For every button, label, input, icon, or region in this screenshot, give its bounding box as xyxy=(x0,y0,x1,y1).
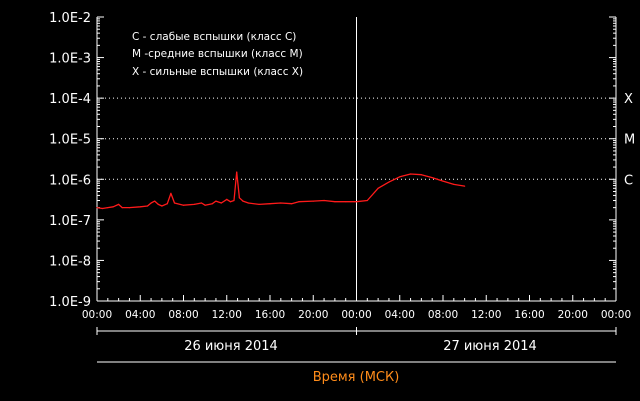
legend: C - слабые вспышки (класс C) M -средние … xyxy=(132,31,303,78)
x-tick-label: 12:00 xyxy=(212,309,242,321)
x-tick-label: 20:00 xyxy=(298,309,328,321)
data-point xyxy=(355,201,358,203)
data-point xyxy=(182,204,185,206)
data-point xyxy=(173,202,176,204)
legend-item-m: M -средние вспышки (класс M) xyxy=(132,48,303,60)
class-label-x: X xyxy=(624,92,633,107)
data-point xyxy=(238,197,240,199)
data-point xyxy=(453,183,455,185)
data-point xyxy=(204,204,206,206)
data-point xyxy=(226,198,228,200)
y-tick-label: 1.0E-8 xyxy=(49,254,91,269)
legend-item-c: C - слабые вспышки (класс C) xyxy=(132,31,296,43)
y-tick-label: 1.0E-5 xyxy=(49,133,91,148)
data-point xyxy=(236,171,238,173)
x-tick-label: 00:00 xyxy=(341,309,371,321)
data-point xyxy=(146,205,149,207)
data-point xyxy=(280,202,282,204)
data-point xyxy=(211,203,213,205)
data-point xyxy=(345,201,347,203)
data-point xyxy=(170,192,172,194)
data-point xyxy=(233,199,235,202)
data-point xyxy=(220,202,222,204)
y-tick-label: 1.0E-9 xyxy=(49,295,91,310)
data-point xyxy=(298,201,300,203)
x-tick-label: 16:00 xyxy=(514,309,544,321)
data-point xyxy=(200,202,203,204)
data-point xyxy=(312,200,314,202)
x-tick-label: 08:00 xyxy=(428,309,458,321)
data-point xyxy=(215,200,217,202)
data-point xyxy=(399,176,401,178)
y-axis-ticks: 1.0E-9 1.0E-8 1.0E-7 1.0E-6 1.0E-5 1.0E-4 1.0E… xyxy=(49,11,616,310)
reference-lines xyxy=(97,97,616,180)
data-point xyxy=(150,202,152,204)
data-point xyxy=(258,203,260,205)
x-tick-label: 04:00 xyxy=(385,309,415,321)
series-line xyxy=(96,171,465,210)
data-point xyxy=(377,187,379,189)
x-tick-label: 20:00 xyxy=(558,309,588,321)
data-point xyxy=(464,185,466,187)
date-bracket: 26 июня 2014 27 июня 2014 xyxy=(96,327,617,363)
data-point xyxy=(107,207,109,209)
data-point xyxy=(431,177,433,179)
data-point xyxy=(166,203,168,205)
x-tick-label: 04:00 xyxy=(125,309,155,321)
x-tick-label: 00:00 xyxy=(82,309,112,321)
data-point xyxy=(366,199,368,202)
y-tick-label: 1.0E-6 xyxy=(49,173,91,188)
data-point xyxy=(96,207,98,209)
data-point xyxy=(121,207,123,209)
data-point xyxy=(247,202,249,204)
y-tick-label: 1.0E-7 xyxy=(49,214,91,229)
data-point xyxy=(269,203,271,205)
class-labels: X M C xyxy=(624,92,635,188)
data-point xyxy=(442,180,444,182)
data-point xyxy=(323,199,325,202)
class-label-c: C xyxy=(624,173,633,188)
data-point xyxy=(291,203,293,205)
x-axis-title: Время (МСК) xyxy=(313,370,400,385)
x-tick-label: 16:00 xyxy=(255,309,285,321)
series-layer xyxy=(96,171,466,210)
data-point xyxy=(334,201,336,203)
date-label-day2: 27 июня 2014 xyxy=(443,339,537,354)
data-point xyxy=(388,181,390,183)
y-tick-label: 1.0E-3 xyxy=(49,52,91,67)
x-tick-label: 08:00 xyxy=(168,309,198,321)
data-point xyxy=(157,203,159,205)
data-point xyxy=(154,200,156,202)
date-label-day1: 26 июня 2014 xyxy=(184,339,278,354)
data-point xyxy=(101,207,103,210)
data-point xyxy=(242,200,244,202)
data-point xyxy=(420,174,422,176)
data-point xyxy=(193,203,195,205)
class-label-m: M xyxy=(624,133,635,148)
x-tick-label: 00:00 xyxy=(601,309,631,321)
y-tick-label: 1.0E-4 xyxy=(49,92,91,107)
data-point xyxy=(410,173,412,175)
data-point xyxy=(229,201,231,203)
data-point xyxy=(112,206,114,208)
x-axis-ticks: 00:00 04:00 08:00 12:00 16:00 20:00 00:00 04:00… xyxy=(82,295,631,321)
y-tick-label: 1.0E-2 xyxy=(49,11,91,26)
legend-item-x: X - сильные вспышки (класс X) xyxy=(132,66,303,78)
data-point xyxy=(161,205,163,207)
data-point xyxy=(118,203,120,205)
x-tick-label: 12:00 xyxy=(471,309,501,321)
data-point xyxy=(139,206,141,208)
data-point xyxy=(128,207,130,209)
